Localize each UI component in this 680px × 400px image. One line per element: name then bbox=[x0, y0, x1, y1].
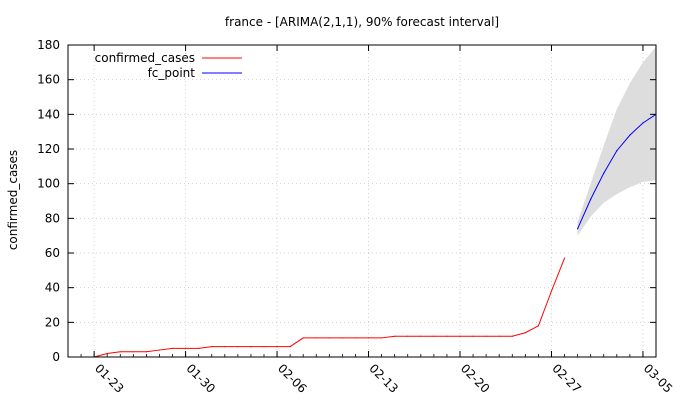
data-point-confirmed-cases bbox=[472, 335, 474, 337]
data-point-confirmed-cases bbox=[381, 337, 383, 339]
data-point-confirmed-cases bbox=[315, 337, 317, 339]
data-point-confirmed-cases bbox=[524, 332, 526, 334]
legend-label: fc_point bbox=[148, 66, 196, 80]
x-tick-label: 03-05 bbox=[641, 361, 676, 396]
data-point-confirmed-cases bbox=[328, 337, 330, 339]
data-point-confirmed-cases bbox=[563, 257, 566, 259]
data-point-confirmed-cases bbox=[145, 351, 147, 353]
data-point-confirmed-cases bbox=[106, 352, 108, 355]
data-point-fc-point bbox=[603, 172, 605, 174]
data-point-fc-point bbox=[577, 228, 579, 230]
data-point-confirmed-cases bbox=[341, 337, 343, 339]
forecast-interval-band bbox=[577, 46, 656, 236]
y-tick-label: 120 bbox=[37, 142, 60, 156]
y-tick-label: 80 bbox=[45, 211, 60, 225]
y-tick-label: 20 bbox=[45, 315, 60, 329]
data-point-confirmed-cases bbox=[433, 335, 435, 337]
data-point-confirmed-cases bbox=[550, 290, 553, 292]
data-point-confirmed-cases bbox=[485, 335, 487, 337]
x-tick-label: 02-13 bbox=[366, 361, 401, 396]
data-point-confirmed-cases bbox=[511, 335, 513, 337]
data-point-confirmed-cases bbox=[407, 335, 409, 337]
data-point-confirmed-cases bbox=[224, 346, 226, 348]
series-lines-group bbox=[93, 113, 657, 358]
data-point-confirmed-cases bbox=[263, 346, 265, 348]
y-axis-label: confirmed_cases bbox=[6, 150, 20, 250]
legend-label: confirmed_cases bbox=[95, 51, 195, 65]
data-point-confirmed-cases bbox=[289, 346, 291, 348]
data-point-confirmed-cases bbox=[367, 337, 370, 339]
data-point-fc-point bbox=[590, 198, 592, 200]
data-point-confirmed-cases bbox=[420, 335, 422, 337]
x-tick-label: 02-20 bbox=[458, 361, 493, 396]
series-line-confirmed-cases bbox=[94, 258, 565, 358]
x-tick-label: 01-23 bbox=[92, 361, 127, 396]
forecast-interval-band-group bbox=[577, 46, 656, 236]
data-point-confirmed-cases bbox=[119, 351, 121, 353]
data-point-confirmed-cases bbox=[498, 335, 500, 337]
data-point-confirmed-cases bbox=[446, 335, 448, 337]
x-tick-label: 02-06 bbox=[275, 361, 310, 396]
data-point-confirmed-cases bbox=[394, 335, 396, 337]
data-point-confirmed-cases bbox=[237, 346, 239, 348]
data-point-fc-point bbox=[629, 134, 631, 136]
data-point-confirmed-cases bbox=[158, 349, 161, 351]
data-point-confirmed-cases bbox=[354, 337, 357, 339]
y-tick-label: 180 bbox=[37, 38, 60, 52]
grid-lines bbox=[68, 45, 656, 357]
data-point-fc-point bbox=[616, 150, 618, 152]
data-point-confirmed-cases bbox=[211, 346, 213, 348]
data-point-confirmed-cases bbox=[537, 325, 540, 327]
data-point-confirmed-cases bbox=[198, 347, 200, 349]
y-tick-label: 60 bbox=[45, 246, 60, 260]
data-point-fc-point bbox=[642, 122, 644, 124]
data-point-confirmed-cases bbox=[185, 347, 187, 349]
chart-title: france - [ARIMA(2,1,1), 90% forecast int… bbox=[225, 15, 499, 29]
y-tick-label: 100 bbox=[37, 177, 60, 191]
data-point-confirmed-cases bbox=[171, 347, 174, 349]
y-tick-label: 0 bbox=[52, 350, 60, 364]
data-point-confirmed-cases bbox=[459, 335, 461, 337]
y-tick-label: 40 bbox=[45, 281, 60, 295]
data-point-confirmed-cases bbox=[250, 346, 252, 348]
data-point-confirmed-cases bbox=[302, 337, 304, 339]
data-point-confirmed-cases bbox=[276, 346, 278, 348]
plot-frame bbox=[67, 44, 657, 358]
x-tick-label: 02-27 bbox=[549, 361, 584, 396]
y-tick-label: 160 bbox=[37, 73, 60, 87]
data-point-confirmed-cases bbox=[132, 351, 134, 353]
y-tick-label: 140 bbox=[37, 107, 60, 121]
x-tick-label: 01-30 bbox=[183, 361, 218, 396]
